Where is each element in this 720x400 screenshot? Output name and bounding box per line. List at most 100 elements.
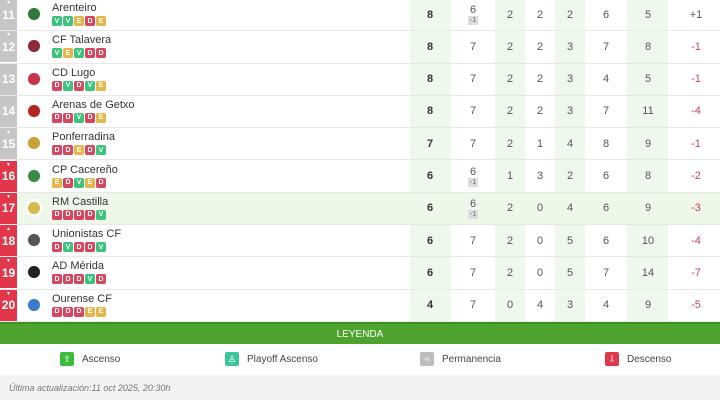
team-name[interactable]: Ponferradina bbox=[52, 131, 115, 144]
stat-g-value: 2 bbox=[506, 73, 514, 86]
legend-item: ♙ Playoff Ascenso bbox=[225, 352, 318, 366]
stat-pts: 8 bbox=[410, 31, 450, 62]
position: 19 bbox=[1, 265, 16, 280]
stat-gf-value: 7 bbox=[602, 266, 610, 279]
form-result: D bbox=[52, 145, 62, 156]
stat-gf: 4 bbox=[586, 290, 626, 321]
table-row[interactable]: ▼ 11 Arenteiro V V E D E 8 6 -1 2 2 2 6 5 +1 bbox=[0, 0, 720, 32]
column-shade bbox=[410, 0, 451, 322]
penalty-badge: -1 bbox=[467, 16, 479, 25]
stat-g-value: 2 bbox=[506, 40, 514, 53]
legend-label: Playoff Ascenso bbox=[247, 353, 318, 365]
stat-g: 2 bbox=[490, 257, 530, 288]
stat-dif: -1 bbox=[676, 128, 716, 159]
stat-e: 2 bbox=[520, 0, 560, 30]
legend-item: ⇧ Ascenso bbox=[60, 352, 120, 366]
table-row[interactable]: ▲ 18 Unionistas CF D V D D V 6 7 2 0 5 6 10 -4 bbox=[0, 225, 720, 258]
position: 11 bbox=[2, 7, 15, 22]
team-name[interactable]: Ourense CF bbox=[52, 292, 112, 305]
table-row[interactable]: ▼ 17 RM Castilla D D D D V 6 6 -1 2 0 4 6 9 -3 bbox=[0, 192, 720, 226]
form-result: V bbox=[96, 242, 106, 253]
table-row[interactable]: ▼ 19 AD Mérida D D D V D 6 7 2 0 5 7 14 -7 bbox=[0, 257, 720, 290]
table-row[interactable]: ▼ 12 CF Talavera V E V D D 8 7 2 2 3 7 8 -1 bbox=[0, 31, 720, 64]
form-result: V bbox=[85, 274, 95, 285]
stat-pts: 7 bbox=[410, 128, 450, 159]
legend-label: Descenso bbox=[627, 353, 672, 365]
stat-dif-value: -1 bbox=[691, 137, 701, 150]
stat-pts-value: 6 bbox=[426, 234, 434, 247]
form-result: E bbox=[85, 177, 95, 188]
stat-pj-value: 7 bbox=[469, 73, 477, 86]
table-row[interactable]: 14 Arenas de Getxo D D V D E 8 7 2 2 3 7 11 -4 bbox=[0, 95, 720, 129]
form-result: E bbox=[74, 16, 84, 26]
form-result: V bbox=[52, 48, 62, 59]
playoff-icon: ♙ bbox=[225, 352, 239, 366]
stat-pj: 6 -1 bbox=[453, 0, 493, 30]
stat-p: 5 bbox=[550, 225, 590, 256]
stat-gc-value: 10 bbox=[641, 234, 655, 247]
stat-dif-value: -2 bbox=[691, 170, 701, 182]
legend-header: LEYENDA bbox=[0, 322, 720, 344]
stat-g: 2 bbox=[490, 31, 530, 62]
stat-gf-value: 4 bbox=[602, 299, 610, 312]
stat-dif: -4 bbox=[676, 96, 716, 127]
form-result: D bbox=[63, 112, 73, 123]
stat-gc-value: 5 bbox=[644, 8, 652, 21]
team-name[interactable]: CF Talavera bbox=[52, 34, 112, 47]
team-name[interactable]: CD Lugo bbox=[52, 66, 96, 79]
form-result: D bbox=[96, 48, 106, 59]
form-result: V bbox=[52, 16, 62, 26]
stat-p: 2 bbox=[550, 161, 590, 192]
stat-p: 3 bbox=[550, 290, 590, 321]
team-crest-icon bbox=[25, 295, 43, 314]
stat-dif: -3 bbox=[676, 193, 716, 224]
legend: ⇧ Ascenso ♙ Playoff Ascenso ≈ Permanencia ⇩ Des… bbox=[0, 344, 720, 375]
stat-gc: 8 bbox=[628, 31, 668, 62]
stat-gf-value: 6 bbox=[602, 8, 610, 21]
form-result: D bbox=[85, 209, 95, 220]
form-result: D bbox=[52, 274, 62, 285]
form-result: V bbox=[74, 177, 84, 188]
stat-gc-value: 9 bbox=[644, 299, 652, 312]
team-name[interactable]: Arenas de Getxo bbox=[52, 98, 135, 111]
stat-e: 4 bbox=[520, 290, 560, 321]
stat-p-value: 2 bbox=[566, 170, 574, 182]
position-badge: ▼ 12 bbox=[0, 31, 17, 63]
stat-pj-value: 7 bbox=[469, 299, 477, 312]
team-name[interactable]: RM Castilla bbox=[52, 195, 109, 208]
stat-pts: 8 bbox=[410, 96, 450, 127]
team-name[interactable]: Unionistas CF bbox=[52, 228, 122, 241]
stat-gf: 6 bbox=[586, 225, 626, 256]
team-name[interactable]: AD Mérida bbox=[52, 260, 104, 273]
form-result: E bbox=[96, 16, 106, 26]
team-crest-icon bbox=[25, 134, 43, 153]
position-badge: ▼ 11 bbox=[0, 0, 17, 30]
stat-pj: 6 -1 bbox=[453, 161, 493, 192]
trend-icon: ▼ bbox=[6, 258, 11, 265]
stat-gc-value: 8 bbox=[644, 170, 652, 182]
team-name[interactable]: Arenteiro bbox=[52, 2, 97, 14]
form-result: D bbox=[85, 48, 95, 59]
team-crest-icon bbox=[25, 231, 43, 250]
stat-gc: 10 bbox=[628, 225, 668, 256]
legend-title: LEYENDA bbox=[336, 328, 384, 340]
trend-icon: ▼ bbox=[6, 161, 11, 168]
stat-g-value: 2 bbox=[506, 202, 514, 215]
table-row[interactable]: ▲ 15 Ponferradina D D E D V 7 7 2 1 4 8 9 -1 bbox=[0, 128, 720, 161]
table-row[interactable]: ▼ 20 Ourense CF D D D E E 4 7 0 4 3 4 9 -5 bbox=[0, 289, 720, 322]
stat-pts-value: 7 bbox=[426, 137, 434, 150]
table-row[interactable]: 13 CD Lugo D V D V E 8 7 2 2 3 4 5 -1 bbox=[0, 63, 720, 96]
stat-pj: 7 bbox=[453, 128, 493, 159]
table-row[interactable]: ▼ 16 CP Cacereño E D V E D 6 6 -1 1 3 2 6 8 -2 bbox=[0, 160, 720, 193]
stat-e: 0 bbox=[520, 193, 560, 224]
stat-g: 2 bbox=[490, 96, 530, 127]
legend-label: Ascenso bbox=[82, 353, 121, 365]
position: 17 bbox=[1, 201, 16, 216]
stat-dif: +1 bbox=[676, 0, 716, 30]
stat-pj-value: 7 bbox=[469, 266, 477, 279]
stat-gf-value: 8 bbox=[602, 137, 610, 150]
team-name[interactable]: CP Cacereño bbox=[52, 163, 118, 176]
position-badge: ▼ 16 bbox=[0, 160, 17, 192]
